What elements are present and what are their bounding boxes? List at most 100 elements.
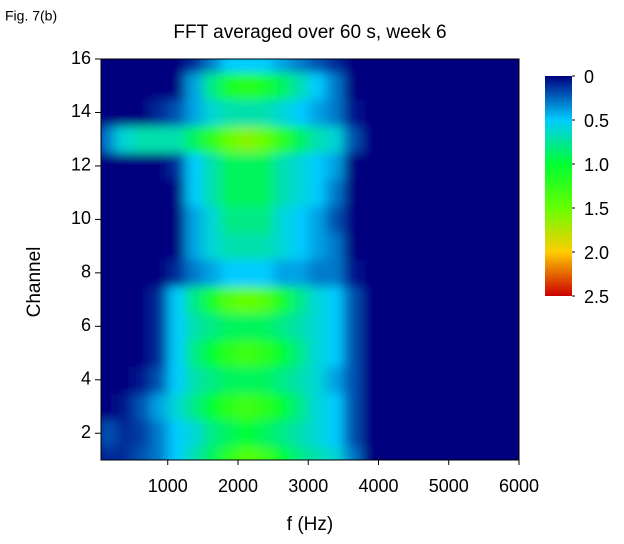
heatmap-cell	[448, 99, 467, 127]
heatmap-cell	[378, 339, 397, 367]
heatmap-cell	[132, 446, 151, 460]
heatmap-cell	[396, 59, 415, 73]
heatmap-cell	[378, 393, 397, 421]
heatmap-cell	[101, 206, 116, 234]
heatmap-cell	[343, 232, 362, 260]
heatmap-cell	[308, 72, 327, 100]
x-tick-label: 1000	[148, 476, 188, 496]
heatmap-cell	[431, 259, 450, 287]
heatmap-cell	[448, 125, 467, 154]
heatmap-cell	[290, 339, 309, 367]
heatmap-cell	[150, 99, 169, 127]
heatmap-cell	[308, 339, 327, 367]
heatmap-cell	[101, 259, 116, 287]
heatmap-cell	[396, 206, 415, 234]
heatmap-cell	[167, 59, 186, 73]
plot-frame	[100, 58, 520, 461]
heatmap-cell	[396, 393, 415, 421]
heatmap-cell	[448, 312, 467, 341]
heatmap-cell	[185, 152, 204, 180]
heatmap-cell	[448, 179, 467, 207]
heatmap-cell	[448, 286, 467, 314]
heatmap-cell	[308, 286, 327, 314]
heatmap-cell	[255, 312, 274, 341]
heatmap-cell	[132, 339, 151, 367]
heatmap-cell	[167, 206, 186, 234]
heatmap-cell	[273, 59, 292, 73]
heatmap-cell	[202, 179, 221, 207]
heatmap-cell	[202, 152, 221, 180]
heatmap-cell	[483, 152, 502, 180]
heatmap-cell	[273, 232, 292, 260]
heatmap-cell	[115, 125, 134, 154]
heatmap-cell	[101, 339, 116, 367]
heatmap-cell	[220, 179, 239, 207]
heatmap-cell	[101, 179, 116, 207]
heatmap-cell	[101, 393, 116, 421]
heatmap-cell	[413, 366, 432, 394]
heatmap-cell	[202, 446, 221, 460]
heatmap-cell	[466, 99, 485, 127]
heatmap-cell	[483, 446, 502, 460]
heatmap-cell	[237, 206, 257, 234]
heatmap-cell	[448, 59, 467, 73]
heatmap-cell	[101, 152, 116, 180]
heatmap-cell	[220, 366, 239, 394]
heatmap-cell	[202, 206, 221, 234]
heatmap-cell	[132, 125, 151, 154]
heatmap-cell	[273, 259, 292, 287]
heatmap-cell	[483, 206, 502, 234]
heatmap-cell	[501, 72, 519, 100]
heatmap-cell	[220, 152, 239, 180]
heatmap-cell	[360, 72, 379, 100]
heatmap-cell	[290, 125, 309, 154]
heatmap-cell	[255, 59, 274, 73]
heatmap-cell	[431, 446, 450, 460]
heatmap-cell	[150, 59, 169, 73]
heatmap-cell	[378, 206, 397, 234]
heatmap-cell	[220, 419, 239, 448]
heatmap-cell	[220, 206, 239, 234]
heatmap-cell	[290, 99, 309, 127]
heatmap-cell	[167, 393, 186, 421]
heatmap-cell	[378, 179, 397, 207]
heatmap-cell	[255, 99, 274, 127]
heatmap-cell	[466, 446, 485, 460]
heatmap-cell	[466, 125, 485, 154]
heatmap-cell	[431, 339, 450, 367]
heatmap-cell	[220, 232, 239, 260]
heatmap-cell	[150, 125, 169, 154]
heatmap-cell	[220, 72, 239, 100]
heatmap-cell	[101, 59, 116, 73]
heatmap-cell	[290, 366, 309, 394]
heatmap-cell	[237, 286, 257, 314]
heatmap-cell	[132, 259, 151, 287]
figure-label: Fig. 7(b)	[5, 8, 57, 24]
heatmap-cell	[378, 286, 397, 314]
heatmap-cell	[167, 366, 186, 394]
heatmap-cell	[413, 59, 432, 73]
heatmap-cell	[396, 99, 415, 127]
heatmap-cell	[378, 259, 397, 287]
heatmap-cell	[185, 125, 204, 154]
heatmap-cell	[150, 179, 169, 207]
heatmap-cell	[343, 339, 362, 367]
heatmap-cell	[466, 232, 485, 260]
heatmap-cell	[115, 419, 134, 448]
heatmap-cell	[483, 59, 502, 73]
heatmap-cell	[378, 232, 397, 260]
heatmap-cell	[396, 259, 415, 287]
x-axis-label: f (Hz)	[287, 514, 333, 535]
heatmap-cell	[308, 393, 327, 421]
heatmap-cell	[202, 286, 221, 314]
heatmap-cell	[255, 419, 274, 448]
heatmap-cell	[167, 339, 186, 367]
heatmap-cell	[413, 152, 432, 180]
heatmap-cell	[378, 419, 397, 448]
heatmap-cell	[167, 232, 186, 260]
heatmap-cell	[290, 419, 309, 448]
heatmap-cell	[360, 286, 379, 314]
heatmap-cell	[101, 232, 116, 260]
heatmap-cell	[290, 179, 309, 207]
y-tick-label: 8	[81, 262, 91, 282]
